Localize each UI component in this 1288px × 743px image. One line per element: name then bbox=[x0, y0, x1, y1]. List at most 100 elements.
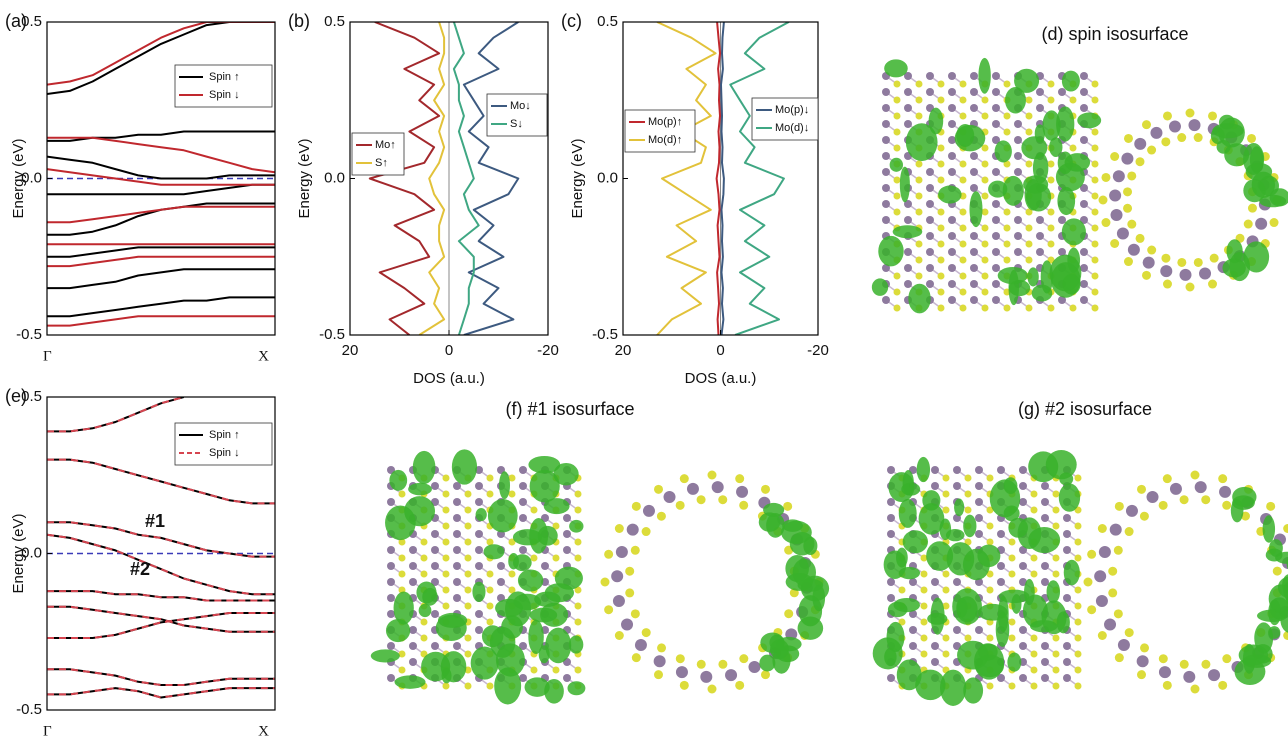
sulfur-atom bbox=[399, 491, 406, 498]
sulfur-atom bbox=[1099, 196, 1108, 205]
mo-atom bbox=[887, 530, 895, 538]
sulfur-atom bbox=[680, 681, 689, 690]
mo-atom bbox=[882, 136, 890, 144]
mo-atom bbox=[931, 466, 939, 474]
sulfur-atom bbox=[487, 475, 494, 482]
isosurface-blob bbox=[903, 530, 928, 553]
sulfur-atom bbox=[894, 209, 901, 216]
isosurface-blob bbox=[1211, 127, 1225, 144]
sulfur-atom bbox=[465, 651, 472, 658]
sulfur-atom bbox=[575, 507, 582, 514]
panel-label: (c) bbox=[561, 11, 582, 31]
sulfur-atom bbox=[987, 523, 994, 530]
band-line bbox=[47, 257, 275, 266]
isosurface-blob bbox=[760, 632, 784, 652]
isosurface-side-view bbox=[872, 58, 1101, 314]
sulfur-atom bbox=[443, 603, 450, 610]
sulfur-atom bbox=[735, 681, 744, 690]
mo-atom bbox=[409, 578, 417, 586]
mo-atom bbox=[887, 578, 895, 586]
mo-atom bbox=[475, 562, 483, 570]
isosurface-blob bbox=[974, 644, 1004, 680]
isosurface-blob bbox=[1252, 172, 1275, 198]
mo-atom bbox=[882, 88, 890, 96]
sulfur-atom bbox=[921, 587, 928, 594]
mo-atom bbox=[1199, 267, 1211, 279]
sulfur-atom bbox=[465, 635, 472, 642]
isosurface-blob bbox=[1050, 255, 1082, 292]
mo-atom bbox=[975, 626, 983, 634]
y-axis-label: Energy (eV) bbox=[10, 138, 27, 218]
sulfur-atom bbox=[894, 305, 901, 312]
isosurface-blob bbox=[452, 449, 477, 484]
sulfur-atom bbox=[631, 609, 640, 618]
sulfur-atom bbox=[421, 555, 428, 562]
isosurface-blob bbox=[963, 515, 976, 538]
mo-atom bbox=[1126, 505, 1138, 517]
mo-atom bbox=[1080, 296, 1088, 304]
sulfur-atom bbox=[1009, 539, 1016, 546]
sulfur-atom bbox=[1004, 209, 1011, 216]
sulfur-atom bbox=[916, 113, 923, 120]
sulfur-atom bbox=[938, 241, 945, 248]
mo-atom bbox=[992, 120, 1000, 128]
mo-atom bbox=[563, 546, 571, 554]
mo-atom bbox=[1019, 498, 1027, 506]
isosurface-blob bbox=[436, 615, 467, 641]
mo-atom bbox=[1255, 218, 1267, 230]
mo-atom bbox=[1094, 570, 1106, 582]
mo-atom bbox=[882, 296, 890, 304]
band-line bbox=[47, 185, 275, 194]
sulfur-atom bbox=[1004, 241, 1011, 248]
mo-atom bbox=[497, 562, 505, 570]
mo-atom bbox=[1143, 257, 1155, 269]
sulfur-atom bbox=[1270, 218, 1279, 227]
mo-atom bbox=[975, 514, 983, 522]
mo-atom bbox=[387, 674, 395, 682]
mo-atom bbox=[1063, 594, 1071, 602]
mo-atom bbox=[1036, 232, 1044, 240]
mo-atom bbox=[387, 594, 395, 602]
isosurface-blob bbox=[872, 278, 888, 295]
band-line bbox=[47, 157, 275, 179]
band-line bbox=[47, 535, 275, 595]
mo-atom bbox=[931, 642, 939, 650]
mo-atom bbox=[1063, 642, 1071, 650]
mo-atom bbox=[953, 578, 961, 586]
sulfur-atom bbox=[1248, 204, 1257, 213]
sulfur-atom bbox=[1163, 111, 1172, 120]
mo-atom bbox=[975, 482, 983, 490]
y-tick-label: 0.5 bbox=[597, 13, 618, 30]
mo-atom bbox=[563, 530, 571, 538]
sulfur-atom bbox=[1159, 501, 1168, 510]
sulfur-atom bbox=[1123, 187, 1132, 196]
sulfur-atom bbox=[465, 491, 472, 498]
isosurface-blob bbox=[1023, 594, 1048, 627]
isosurface-blob bbox=[1056, 106, 1074, 141]
sulfur-atom bbox=[938, 81, 945, 88]
sulfur-atom bbox=[632, 502, 641, 511]
isosurface-blob bbox=[1062, 218, 1086, 245]
isosurface-blob bbox=[888, 472, 914, 502]
sulfur-atom bbox=[465, 571, 472, 578]
mo-atom bbox=[904, 264, 912, 272]
annotation: #2 bbox=[130, 559, 150, 579]
sulfur-atom bbox=[1031, 571, 1038, 578]
band-line bbox=[47, 207, 275, 223]
mo-atom bbox=[1117, 228, 1129, 240]
sulfur-atom bbox=[443, 539, 450, 546]
sulfur-atom bbox=[982, 193, 989, 200]
isosurface-blob bbox=[995, 140, 1012, 162]
sulfur-atom bbox=[1075, 635, 1082, 642]
band-line bbox=[47, 316, 275, 325]
sulfur-atom bbox=[1163, 474, 1172, 483]
sulfur-atom bbox=[982, 241, 989, 248]
sulfur-atom bbox=[1147, 246, 1156, 255]
sulfur-atom bbox=[632, 653, 641, 662]
mo-atom bbox=[953, 466, 961, 474]
mo-atom bbox=[1058, 88, 1066, 96]
x-tick-label: 20 bbox=[615, 342, 632, 359]
mo-atom bbox=[453, 514, 461, 522]
dos-line bbox=[730, 22, 789, 335]
sulfur-atom bbox=[1031, 651, 1038, 658]
